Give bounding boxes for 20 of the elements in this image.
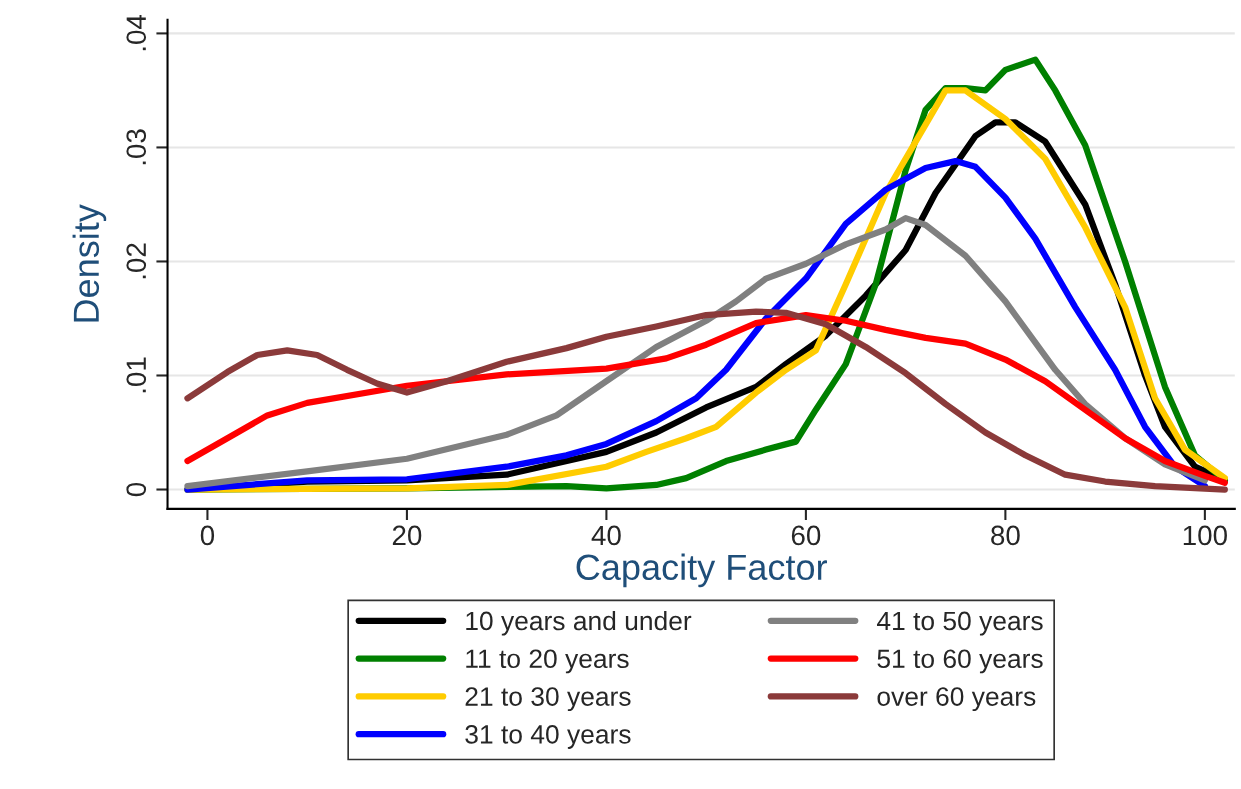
y-tick-label: .03 xyxy=(126,129,147,165)
y-tick-label: .02 xyxy=(126,243,147,279)
x-tick-label: 20 xyxy=(392,525,422,546)
x-tick-label: 80 xyxy=(991,525,1020,546)
legend-label: 31 to 40 years xyxy=(465,725,631,749)
x-tick-label: 40 xyxy=(591,525,621,546)
legend-label: 21 to 30 years xyxy=(465,687,631,712)
legend-label: 11 to 20 years xyxy=(466,649,629,674)
y-tick-label: .04 xyxy=(126,14,147,51)
legend-label: over 60 years xyxy=(877,687,1036,712)
legend-label: 41 to 50 years xyxy=(876,611,1043,636)
x-axis-title: Capacity Factor xyxy=(576,553,828,588)
x-tick-label: 60 xyxy=(791,525,821,546)
y-tick-label: 0 xyxy=(126,482,147,497)
legend-label: 51 to 60 years xyxy=(877,649,1043,674)
x-tick-label: 100 xyxy=(1183,525,1227,546)
y-axis-title: Density xyxy=(72,204,107,322)
legend-label: 10 years and under xyxy=(466,610,692,636)
y-tick-label: .01 xyxy=(126,357,147,393)
x-tick-label: 0 xyxy=(200,525,215,546)
